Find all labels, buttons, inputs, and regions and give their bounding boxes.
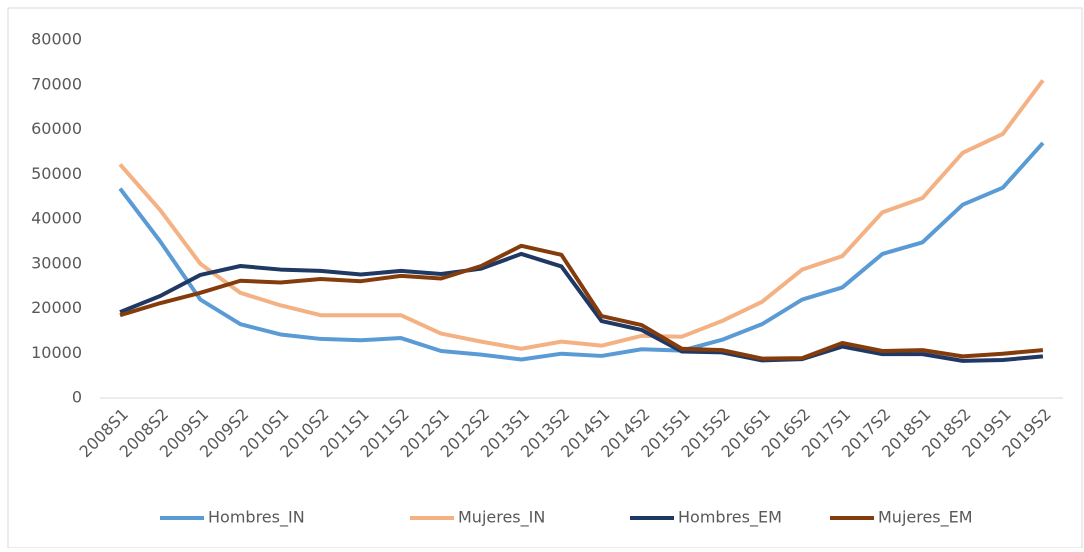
y-tick-label: 20000: [31, 298, 82, 317]
y-tick-label: 70000: [31, 74, 82, 93]
legend-label: Hombres_EM: [678, 508, 782, 528]
series-line: [118, 141, 1045, 362]
legend-label: Mujeres_EM: [878, 508, 973, 528]
legend-label: Mujeres_IN: [458, 508, 545, 528]
y-tick-label: 0: [72, 388, 82, 407]
y-tick-label: 80000: [31, 30, 82, 49]
y-tick-label: 30000: [31, 253, 82, 272]
legend-label: Hombres_IN: [208, 508, 305, 528]
y-tick-label: 50000: [31, 164, 82, 183]
series-line: [119, 243, 1044, 361]
y-tick-label: 40000: [31, 209, 82, 228]
y-tick-label: 60000: [31, 119, 82, 138]
series-line: [118, 79, 1045, 351]
series-line: [119, 251, 1044, 363]
chart-frame: [7, 7, 1083, 549]
y-tick-label: 10000: [31, 343, 82, 362]
